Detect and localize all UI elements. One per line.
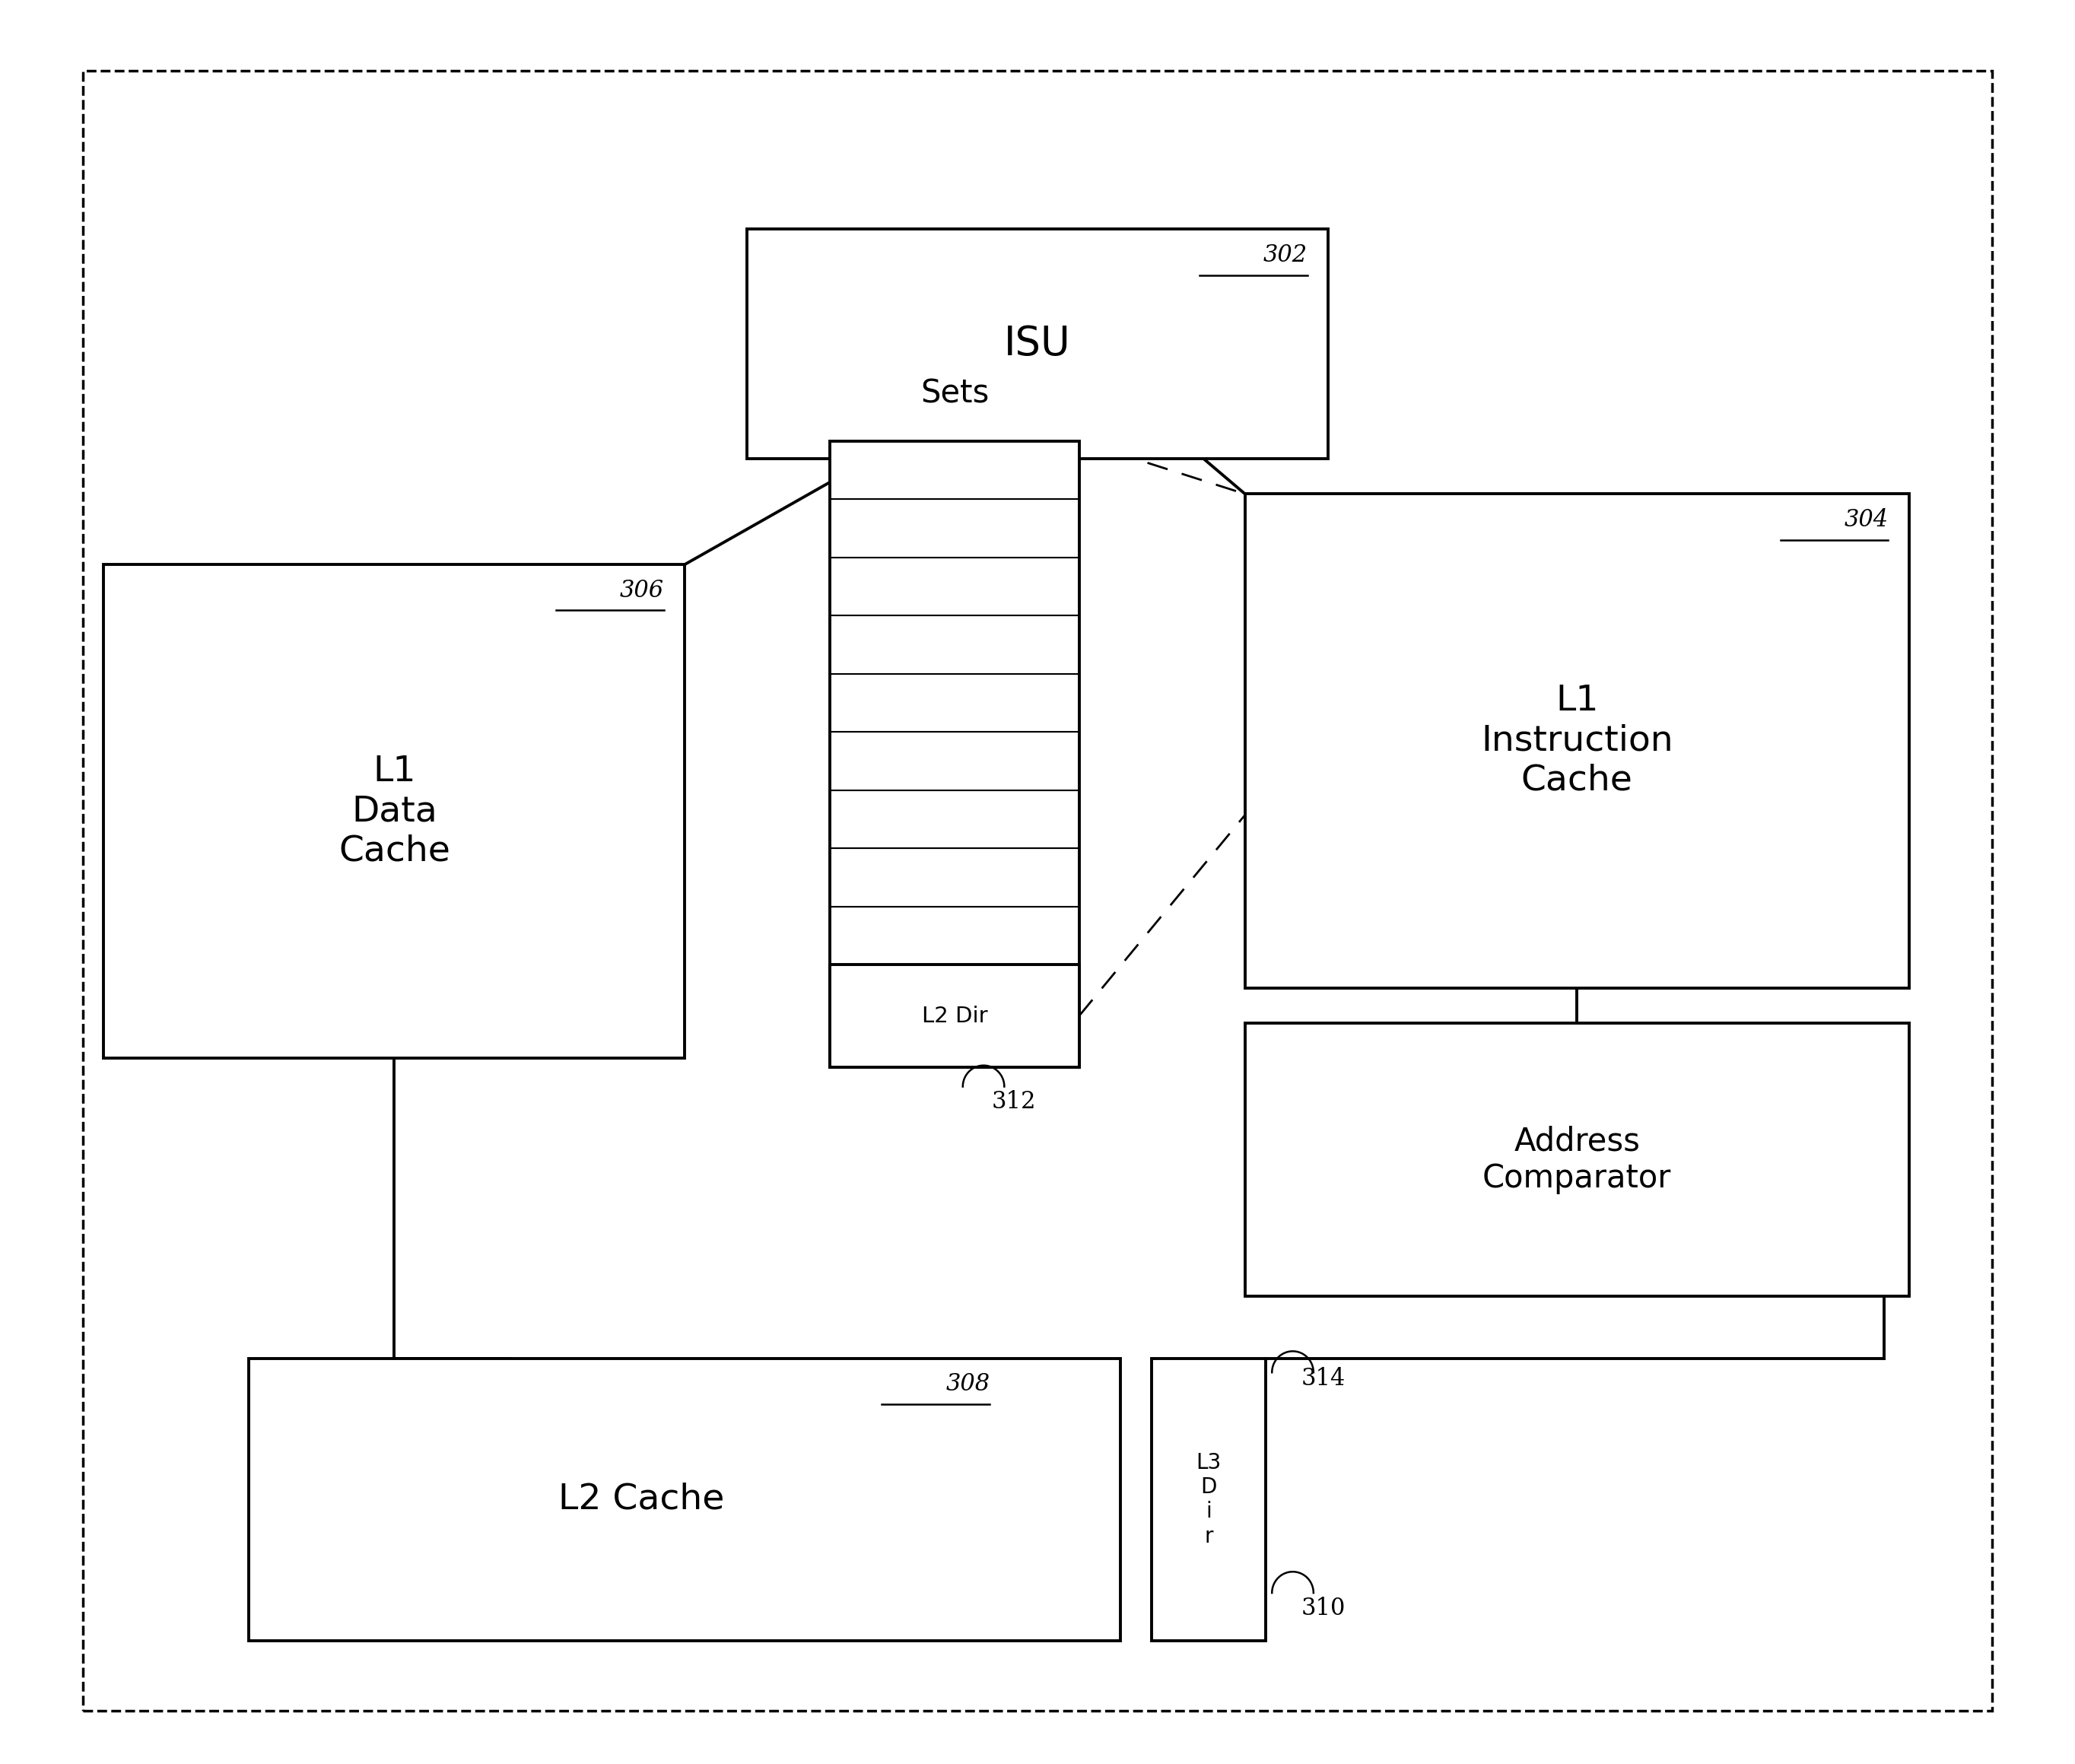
Text: Sets: Sets bbox=[919, 377, 990, 409]
Text: Address
Comparator: Address Comparator bbox=[1482, 1125, 1672, 1194]
Text: L1
Data
Cache: L1 Data Cache bbox=[338, 755, 450, 868]
Text: 302: 302 bbox=[1264, 243, 1307, 266]
FancyBboxPatch shape bbox=[830, 674, 1079, 732]
FancyBboxPatch shape bbox=[249, 1358, 1121, 1641]
FancyBboxPatch shape bbox=[830, 616, 1079, 674]
FancyBboxPatch shape bbox=[830, 790, 1079, 848]
FancyBboxPatch shape bbox=[747, 229, 1328, 459]
Text: 310: 310 bbox=[1301, 1596, 1345, 1619]
FancyBboxPatch shape bbox=[830, 907, 1079, 965]
FancyBboxPatch shape bbox=[1152, 1358, 1266, 1641]
FancyBboxPatch shape bbox=[830, 965, 1079, 1067]
FancyBboxPatch shape bbox=[830, 732, 1079, 790]
FancyBboxPatch shape bbox=[830, 557, 1079, 616]
Text: 312: 312 bbox=[992, 1090, 1035, 1113]
FancyBboxPatch shape bbox=[1245, 1023, 1909, 1297]
Text: L2 Dir: L2 Dir bbox=[921, 1005, 988, 1027]
FancyBboxPatch shape bbox=[830, 441, 1079, 499]
FancyBboxPatch shape bbox=[830, 499, 1079, 557]
Text: 306: 306 bbox=[620, 579, 664, 602]
Text: ISU: ISU bbox=[1004, 325, 1071, 363]
FancyBboxPatch shape bbox=[104, 564, 685, 1058]
Text: L2 Cache: L2 Cache bbox=[558, 1482, 724, 1517]
FancyBboxPatch shape bbox=[1245, 494, 1909, 988]
Text: 304: 304 bbox=[1845, 508, 1888, 531]
FancyBboxPatch shape bbox=[830, 848, 1079, 907]
Text: 308: 308 bbox=[946, 1372, 990, 1395]
Text: 314: 314 bbox=[1301, 1367, 1345, 1390]
Text: L1
Instruction
Cache: L1 Instruction Cache bbox=[1482, 684, 1672, 797]
Text: L3
D
i
r: L3 D i r bbox=[1195, 1452, 1222, 1547]
